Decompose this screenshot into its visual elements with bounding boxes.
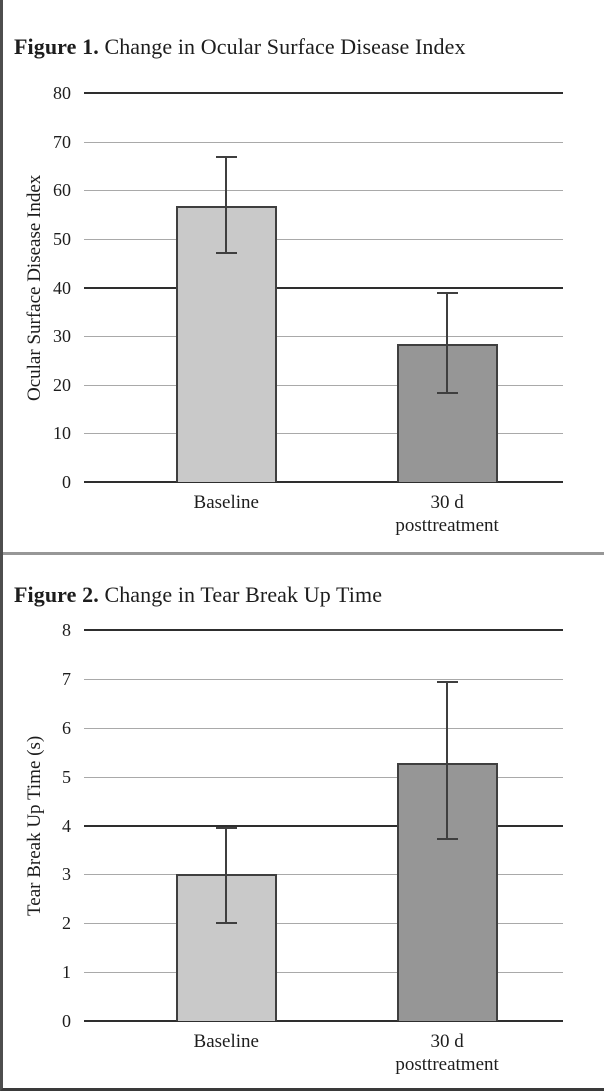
gridline-70 bbox=[84, 141, 563, 143]
x-category-label-30-d: 30 d posttreatment bbox=[395, 1031, 499, 1076]
error-bar-cap-high-baseline bbox=[215, 826, 237, 829]
gridline-8 bbox=[84, 629, 563, 631]
gridline-0 bbox=[84, 1020, 563, 1022]
error-bar-cap-low-30-d bbox=[436, 391, 458, 394]
chart-1-y-axis-label: Ocular Surface Disease Index bbox=[24, 174, 45, 401]
error-bar-cap-low-baseline bbox=[215, 252, 237, 255]
figure-2-title: Figure 2. Change in Tear Break Up Time bbox=[14, 582, 382, 608]
y-tick-label-10: 10 bbox=[53, 423, 71, 444]
gridline-20 bbox=[84, 384, 563, 386]
y-tick-label-3: 3 bbox=[62, 864, 71, 885]
gridline-3 bbox=[84, 874, 563, 876]
error-bar-cap-high-baseline bbox=[215, 156, 237, 159]
gridline-50 bbox=[84, 238, 563, 240]
y-tick-label-8: 8 bbox=[62, 620, 71, 640]
y-tick-label-4: 4 bbox=[62, 815, 71, 836]
y-tick-label-5: 5 bbox=[62, 766, 71, 787]
chart-2-plot-area: Tear Break Up Time (s) 0 1 2 3 4 5 6 7 8 Baseline… bbox=[24, 621, 563, 1075]
gridline-80 bbox=[84, 92, 563, 94]
y-tick-label-40: 40 bbox=[53, 277, 71, 298]
error-bar-stem-30-d bbox=[446, 293, 449, 393]
y-tick-label-0: 0 bbox=[62, 1011, 71, 1031]
x-category-label-baseline: Baseline bbox=[193, 492, 259, 513]
y-tick-label-70: 70 bbox=[53, 131, 71, 152]
y-tick-label-2: 2 bbox=[62, 913, 71, 934]
y-tick-label-7: 7 bbox=[62, 668, 71, 689]
gridline-40 bbox=[84, 286, 563, 289]
chart-1-plot-area: Ocular Surface Disease Index 0 10 20 30 40 50… bbox=[24, 84, 563, 536]
gridline-0 bbox=[84, 481, 563, 483]
gridline-4 bbox=[84, 824, 563, 827]
gridline-7 bbox=[84, 678, 563, 680]
error-bar-cap-low-baseline bbox=[215, 922, 237, 925]
figure-1: Figure 1. Change in Ocular Surface Disea… bbox=[3, 0, 604, 552]
figure-1-label: Figure 1. bbox=[14, 34, 99, 59]
y-tick-label-80: 80 bbox=[53, 83, 71, 103]
y-tick-label-30: 30 bbox=[53, 326, 71, 347]
gridline-10 bbox=[84, 433, 563, 435]
figure-1-title: Figure 1. Change in Ocular Surface Disea… bbox=[14, 34, 466, 60]
gridline-30 bbox=[84, 336, 563, 338]
error-bar-cap-high-30-d bbox=[436, 680, 458, 683]
figure-1-title-text: Change in Ocular Surface Disease Index bbox=[104, 34, 466, 59]
error-bar-cap-low-30-d bbox=[436, 837, 458, 840]
y-tick-label-6: 6 bbox=[62, 717, 71, 738]
figure-2: Figure 2. Change in Tear Break Up Time T… bbox=[3, 552, 604, 1088]
figure-2-label: Figure 2. bbox=[14, 582, 99, 607]
error-bar-stem-baseline bbox=[225, 827, 228, 924]
gridline-5 bbox=[84, 776, 563, 778]
gridline-1 bbox=[84, 972, 563, 974]
y-tick-label-0: 0 bbox=[62, 472, 71, 492]
gridline-2 bbox=[84, 923, 563, 925]
error-bar-stem-30-d bbox=[446, 681, 449, 839]
y-tick-label-50: 50 bbox=[53, 228, 71, 249]
y-tick-label-20: 20 bbox=[53, 374, 71, 395]
x-category-label-baseline: Baseline bbox=[193, 1031, 259, 1052]
error-bar-stem-baseline bbox=[225, 157, 228, 254]
gridline-6 bbox=[84, 727, 563, 729]
gridline-60 bbox=[84, 190, 563, 192]
x-category-label-30-d: 30 d posttreatment bbox=[395, 492, 499, 537]
chart-2-y-axis-label: Tear Break Up Time (s) bbox=[24, 735, 45, 916]
y-tick-label-60: 60 bbox=[53, 180, 71, 201]
y-tick-label-1: 1 bbox=[62, 962, 71, 983]
error-bar-cap-high-30-d bbox=[436, 292, 458, 295]
figure-2-title-text: Change in Tear Break Up Time bbox=[104, 582, 383, 607]
